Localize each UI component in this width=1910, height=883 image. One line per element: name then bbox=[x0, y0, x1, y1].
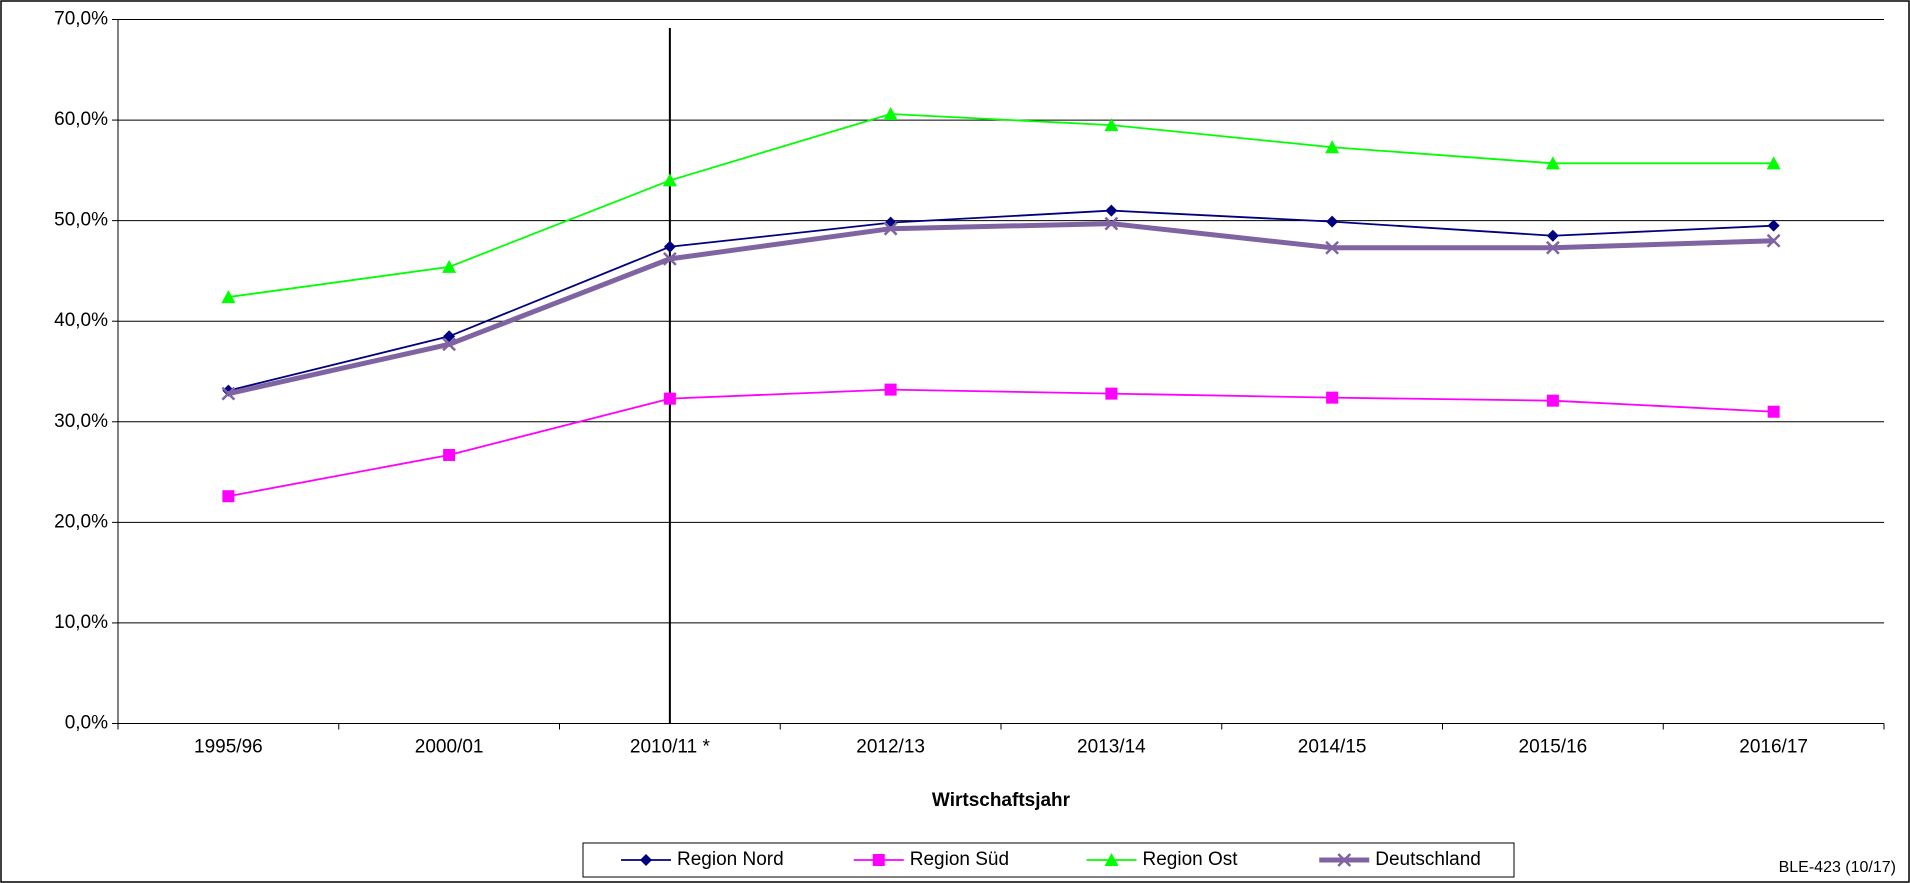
x-tick-label: 2013/14 bbox=[1077, 737, 1146, 758]
y-tick-label: 20,0% bbox=[54, 511, 108, 532]
legend-label: Region Süd bbox=[910, 849, 1009, 870]
marker bbox=[872, 854, 885, 866]
x-tick-label: 2012/13 bbox=[856, 737, 925, 758]
marker bbox=[1105, 387, 1118, 400]
y-tick-label: 10,0% bbox=[54, 612, 108, 633]
marker bbox=[640, 854, 652, 866]
y-tick-label: 70,0% bbox=[54, 9, 108, 30]
marker bbox=[663, 392, 676, 405]
marker bbox=[883, 107, 898, 121]
marker bbox=[442, 337, 457, 352]
marker bbox=[442, 259, 457, 273]
marker bbox=[1766, 233, 1781, 248]
legend-label: Deutschland bbox=[1375, 849, 1481, 870]
marker bbox=[1105, 204, 1118, 217]
legend-label: Region Ost bbox=[1143, 849, 1239, 870]
marker bbox=[1326, 215, 1339, 228]
x-tick-label: 1995/96 bbox=[194, 737, 263, 758]
x-tick-label: 2015/16 bbox=[1519, 737, 1588, 758]
y-tick-label: 30,0% bbox=[54, 411, 108, 432]
marker bbox=[1767, 219, 1780, 232]
marker bbox=[221, 290, 236, 304]
marker bbox=[884, 383, 897, 396]
marker bbox=[662, 173, 677, 187]
marker bbox=[1545, 240, 1560, 255]
marker bbox=[1325, 140, 1340, 154]
marker bbox=[443, 330, 456, 343]
marker bbox=[883, 221, 898, 236]
marker bbox=[1766, 156, 1781, 170]
y-tick-label: 60,0% bbox=[54, 109, 108, 130]
y-tick-label: 40,0% bbox=[54, 310, 108, 331]
x-tick-label: 2014/15 bbox=[1298, 737, 1367, 758]
series-line bbox=[227, 221, 1774, 397]
marker bbox=[1545, 156, 1560, 170]
marker bbox=[1325, 240, 1340, 255]
x-tick-label: 2000/01 bbox=[415, 737, 484, 758]
marker bbox=[222, 490, 235, 503]
series-line bbox=[228, 388, 1774, 498]
x-tick-label: 2016/17 bbox=[1739, 737, 1808, 758]
series-line bbox=[228, 113, 1774, 298]
marker bbox=[1337, 853, 1352, 867]
marker bbox=[1104, 118, 1119, 132]
marker bbox=[1767, 405, 1780, 418]
x-tick-label: 2010/11 * bbox=[630, 737, 711, 758]
series-line bbox=[228, 209, 1774, 392]
marker bbox=[662, 251, 677, 266]
x-axis-title: Wirtschaftsjahr bbox=[932, 790, 1071, 811]
marker bbox=[221, 386, 236, 401]
marker bbox=[1104, 216, 1119, 231]
annotation: BLE-423 (10/17) bbox=[1779, 859, 1896, 876]
marker bbox=[663, 240, 676, 253]
y-tick-label: 50,0% bbox=[54, 210, 108, 231]
marker bbox=[1546, 229, 1559, 242]
legend-label: Region Nord bbox=[677, 849, 784, 870]
marker bbox=[443, 448, 456, 461]
marker bbox=[1326, 391, 1339, 404]
marker bbox=[1104, 853, 1119, 866]
y-tick-label: 0,0% bbox=[65, 713, 108, 734]
marker bbox=[1546, 394, 1559, 407]
